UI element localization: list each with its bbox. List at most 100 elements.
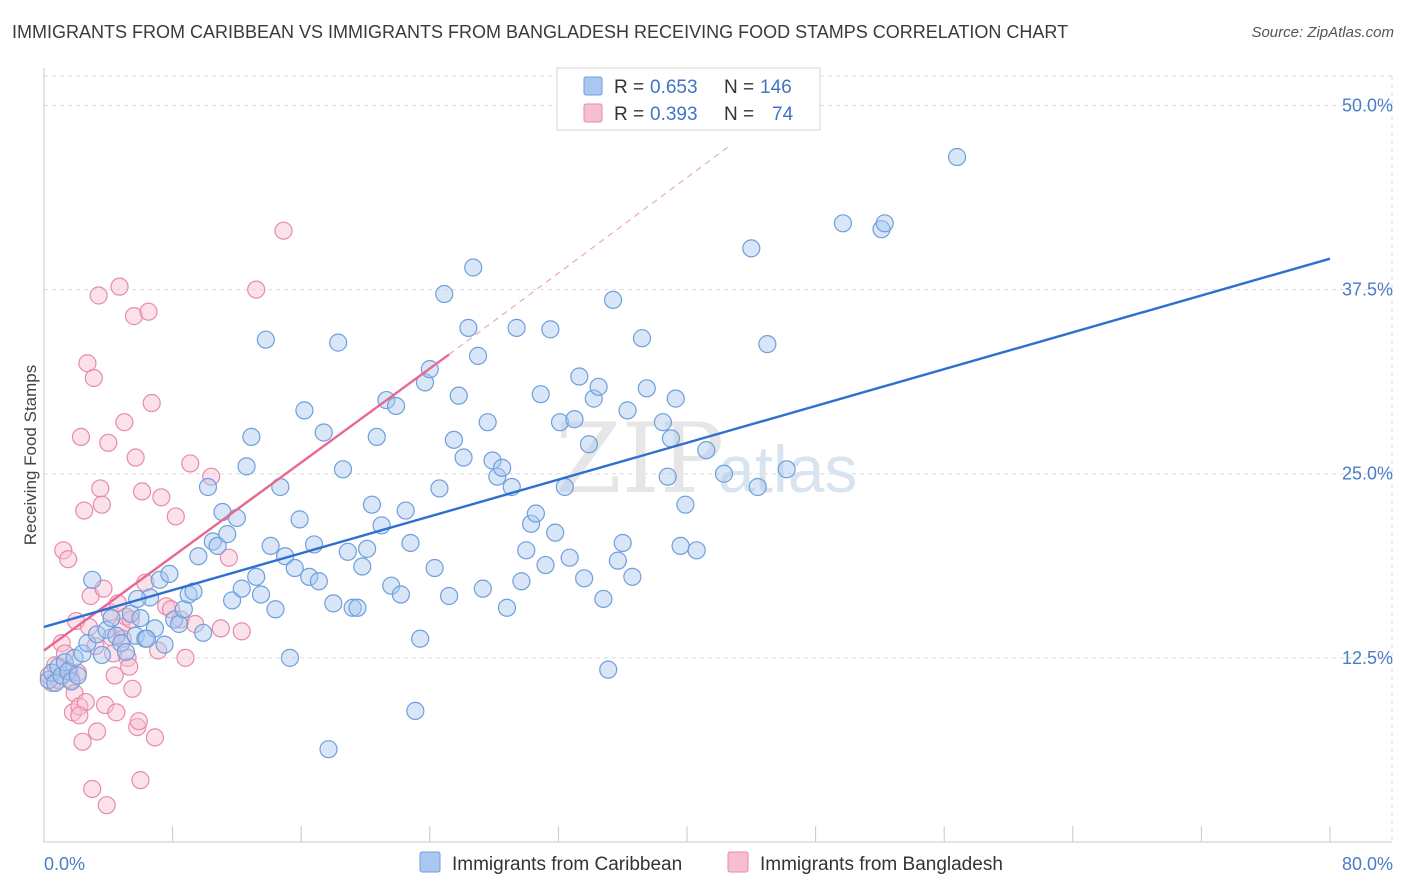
caribbean-point-85 (435, 284, 454, 304)
caribbean-point-89 (454, 448, 473, 467)
caribbean-point-109 (550, 413, 570, 432)
caribbean-point-19 (116, 642, 136, 662)
bangladesh-point-57 (145, 728, 165, 747)
caribbean-point-61 (319, 740, 338, 759)
bangladesh-point-65 (181, 454, 200, 473)
bangladesh-point-7 (59, 550, 78, 569)
legend-swatch-caribbean (583, 76, 603, 96)
caribbean-point-38 (208, 536, 227, 556)
legend-n-value-caribbean: 146 (760, 77, 792, 98)
caribbean-point-71 (367, 427, 386, 447)
caribbean-point-142 (875, 214, 894, 233)
caribbean-point-116 (584, 389, 603, 408)
legend-r-label-caribbean: R = (614, 77, 644, 98)
bangladesh-point-26 (89, 286, 108, 305)
caribbean-point-79 (406, 701, 425, 720)
bangladesh-point-30 (95, 695, 115, 715)
series-legend-label-bangladesh: Immigrants from Bangladesh (760, 854, 1003, 875)
caribbean-point-140 (833, 214, 853, 233)
caribbean-point-40 (218, 525, 237, 544)
trend-lines (43, 144, 1331, 652)
caribbean-point-75 (386, 396, 406, 416)
caribbean-point-55 (290, 510, 309, 529)
caribbean-point-67 (348, 598, 367, 617)
caribbean-point-134 (697, 441, 716, 460)
axes (43, 68, 1392, 843)
bangladesh-point-22 (83, 779, 102, 799)
y-tick-label-1: 25.0% (1342, 464, 1393, 484)
caribbean-points (39, 147, 967, 759)
bangladesh-point-39 (110, 277, 129, 296)
y-tick-label-3: 50.0% (1342, 95, 1393, 115)
stats-legend: R = 0.653 N = 146 R = 0.393 N = 74 (556, 67, 821, 131)
caribbean-point-128 (658, 467, 677, 486)
x-tick-labels: 0.0% 80.0% (44, 854, 1393, 874)
caribbean-point-100 (507, 318, 526, 337)
caribbean-point-43 (232, 579, 251, 598)
caribbean-point-110 (555, 477, 574, 497)
series-legend-label-caribbean: Immigrants from Caribbean (452, 854, 682, 875)
caribbean-point-54 (285, 558, 304, 578)
caribbean-point-87 (444, 430, 464, 449)
legend-n-value-bangladesh: 74 (772, 104, 794, 125)
bangladesh-point-52 (131, 771, 150, 790)
caribbean-point-97 (493, 458, 512, 477)
caribbean-point-92 (468, 346, 488, 365)
caribbean-point-106 (536, 555, 555, 575)
bangladesh-point-28 (92, 495, 111, 514)
caribbean-point-88 (449, 386, 468, 405)
caribbean-point-64 (333, 460, 353, 479)
bangladesh-point-25 (87, 722, 107, 741)
caribbean-point-16 (102, 608, 121, 628)
caribbean-point-53 (280, 648, 300, 667)
caribbean-point-41 (222, 591, 242, 610)
caribbean-point-133 (687, 541, 706, 560)
caribbean-point-139 (777, 460, 796, 479)
bangladesh-point-42 (115, 413, 134, 432)
caribbean-point-50 (266, 600, 285, 619)
caribbean-point-26 (150, 570, 169, 589)
caribbean-point-47 (251, 585, 271, 604)
watermark-atlas: atlas (718, 432, 857, 506)
caribbean-point-119 (599, 660, 618, 679)
bangladesh-point-27 (91, 479, 110, 498)
caribbean-point-101 (512, 572, 531, 591)
caribbean-point-127 (653, 413, 672, 432)
caribbean-trend-line (43, 257, 1331, 629)
caribbean-point-63 (329, 333, 348, 352)
caribbean-point-13 (87, 625, 107, 644)
source-label: Source: ZipAtlas.com (1251, 24, 1394, 41)
bangladesh-point-45 (120, 657, 139, 676)
caribbean-point-65 (338, 542, 357, 561)
caribbean-point-91 (464, 258, 483, 277)
legend-n-label-caribbean: N = (724, 77, 754, 98)
chart-title: IMMIGRANTS FROM CARIBBEAN VS IMMIGRANTS … (12, 22, 1069, 42)
caribbean-point-113 (570, 367, 589, 386)
caribbean-point-136 (742, 239, 761, 258)
caribbean-point-108 (546, 523, 565, 542)
caribbean-point-69 (358, 539, 377, 558)
caribbean-point-57 (300, 567, 319, 586)
bangladesh-point-32 (99, 433, 118, 452)
series-legend-swatch-caribbean (419, 851, 441, 873)
caribbean-point-83 (425, 558, 444, 578)
x-tick-label-max: 80.0% (1342, 854, 1393, 874)
bangladesh-point-17 (75, 501, 94, 520)
caribbean-point-124 (623, 567, 642, 586)
legend-swatch-bangladesh (583, 103, 603, 123)
bangladesh-point-70 (232, 622, 251, 641)
caribbean-point-111 (560, 548, 579, 567)
caribbean-point-143 (947, 147, 967, 167)
caribbean-point-135 (714, 464, 734, 483)
legend-r-value-caribbean: 0.653 (650, 77, 698, 98)
bangladesh-point-48 (124, 307, 144, 326)
caribbean-point-96 (488, 467, 507, 486)
caribbean-point-70 (362, 495, 382, 514)
caribbean-point-112 (565, 410, 584, 429)
caribbean-point-126 (637, 379, 656, 398)
caribbean-point-15 (97, 620, 116, 639)
caribbean-point-118 (594, 589, 613, 609)
caribbean-point-56 (295, 401, 314, 420)
caribbean-point-115 (579, 435, 599, 454)
caribbean-point-76 (391, 585, 410, 604)
